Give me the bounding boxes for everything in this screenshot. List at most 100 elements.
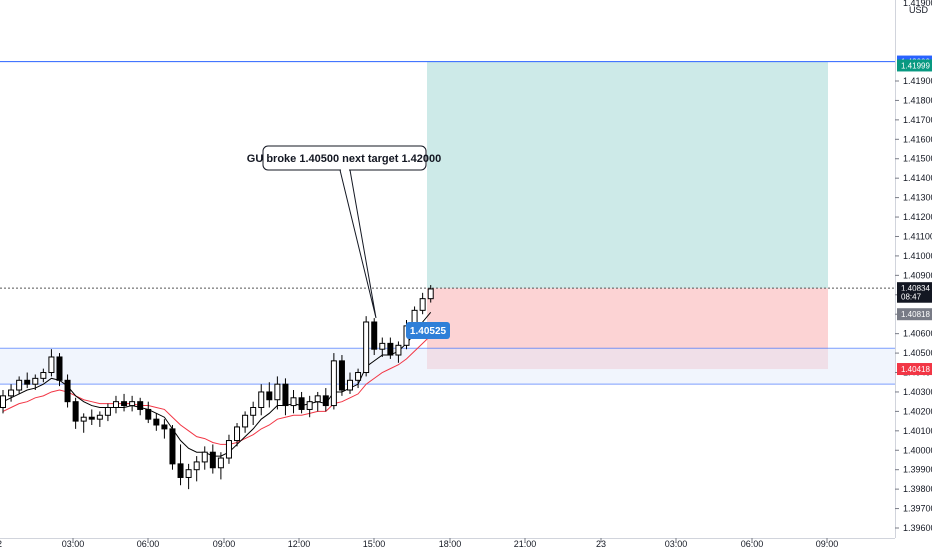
- time-tick-label: 18:00: [439, 539, 462, 549]
- time-tick: 09:00: [213, 538, 235, 549]
- candle[interactable]: [129, 395, 136, 412]
- candle-body-down: [88, 416, 95, 420]
- candle[interactable]: [266, 382, 273, 408]
- time-tick: 06:00: [741, 538, 764, 549]
- candle[interactable]: [427, 285, 434, 303]
- candle[interactable]: [298, 391, 305, 414]
- candle[interactable]: [217, 452, 224, 480]
- candle[interactable]: [209, 444, 216, 474]
- candle[interactable]: [282, 378, 289, 416]
- price-callout[interactable]: 1.40525: [406, 322, 450, 339]
- time-tick-label: 03:00: [62, 539, 85, 549]
- time-tick-label: 06:00: [741, 539, 764, 549]
- ema-slow-line[interactable]: [2, 335, 432, 445]
- candle-body-up: [185, 469, 192, 478]
- candle-body-up: [250, 407, 257, 416]
- price-tag: 1.40418: [897, 363, 932, 376]
- candle[interactable]: [234, 423, 241, 447]
- candle[interactable]: [40, 368, 47, 383]
- candle[interactable]: [16, 376, 23, 394]
- candle[interactable]: [153, 413, 160, 431]
- candle[interactable]: [80, 413, 87, 433]
- candle-body-up: [129, 401, 136, 407]
- annotation-callout[interactable]: GU broke 1.40500 next target 1.42000: [247, 145, 441, 319]
- candle[interactable]: [306, 395, 313, 418]
- support-zone[interactable]: [0, 348, 895, 385]
- candle[interactable]: [137, 397, 144, 416]
- candle[interactable]: [104, 403, 111, 422]
- candle[interactable]: [56, 353, 63, 387]
- candle[interactable]: [64, 374, 71, 408]
- candle[interactable]: [161, 419, 168, 439]
- candle[interactable]: [177, 444, 184, 486]
- price-axis[interactable]: 1.41900 1.41800 1.41700 1.41600 1.41500 1.414…: [895, 0, 932, 538]
- candle[interactable]: [258, 384, 265, 416]
- time-tick-label: 09:00: [816, 539, 839, 549]
- candle[interactable]: [363, 316, 370, 377]
- price-tag-box: [897, 59, 932, 72]
- candle-body-up: [363, 321, 370, 374]
- candle[interactable]: [121, 393, 128, 412]
- price-tag-label: 1.40818: [901, 310, 930, 319]
- time-tick: 15:00: [363, 538, 385, 549]
- price-tick-label: 1.39700: [903, 504, 932, 514]
- candle-body-up: [314, 395, 321, 403]
- candle[interactable]: [290, 390, 297, 414]
- price-tick-label: 1.41000: [903, 251, 932, 261]
- candle[interactable]: [274, 376, 281, 410]
- candle[interactable]: [193, 456, 200, 482]
- candle[interactable]: [96, 411, 103, 427]
- time-axis[interactable]: 03:00 06:00 09:00 12:00 15:00 18:00 21:00 23 03:…: [0, 538, 895, 549]
- price-callout-text: 1.40525: [410, 326, 447, 337]
- candle-body-up: [234, 426, 241, 442]
- price-tick: 1.40300: [895, 387, 932, 397]
- candle[interactable]: [48, 349, 55, 377]
- time-tick: 23: [596, 538, 606, 549]
- candle[interactable]: [201, 446, 208, 470]
- ema-fast-line[interactable]: [2, 311, 432, 457]
- candle[interactable]: [387, 337, 394, 359]
- candle[interactable]: [112, 395, 119, 414]
- candle-body-down: [56, 356, 63, 381]
- candle[interactable]: [88, 409, 95, 425]
- zones: [0, 61, 895, 385]
- candle[interactable]: [330, 353, 337, 410]
- time-tick: 09:00: [816, 538, 839, 549]
- candle[interactable]: [24, 372, 31, 389]
- candle[interactable]: [379, 337, 386, 357]
- candle[interactable]: [338, 355, 345, 396]
- candle-body-up: [0, 395, 6, 409]
- candle[interactable]: [169, 424, 176, 470]
- candle[interactable]: [72, 397, 79, 429]
- price-tick-label: 1.40300: [903, 387, 932, 397]
- candle[interactable]: [8, 384, 15, 402]
- candle[interactable]: [145, 401, 152, 424]
- candle[interactable]: [419, 292, 426, 315]
- time-axis-ticks: 03:00 06:00 09:00 12:00 15:00 18:00 21:00 23 03:…: [62, 538, 839, 549]
- candle[interactable]: [355, 368, 362, 389]
- candle-body-up: [40, 372, 47, 379]
- candle[interactable]: [185, 463, 192, 490]
- target-zone[interactable]: [427, 61, 828, 289]
- candle[interactable]: [347, 372, 354, 394]
- candle[interactable]: [32, 374, 39, 391]
- price-tick-label: 1.41800: [903, 95, 932, 105]
- price-tick-label: 1.39800: [903, 484, 932, 494]
- candle-body-up: [16, 379, 23, 391]
- price-tick-label: 1.40000: [903, 445, 932, 455]
- candle-body-down: [177, 463, 184, 478]
- candle[interactable]: [395, 341, 402, 363]
- candle[interactable]: [242, 411, 249, 433]
- candle-body-down: [266, 391, 273, 401]
- candle-body-down: [121, 401, 128, 407]
- candle[interactable]: [0, 390, 6, 414]
- price-tick-label: 1.40600: [903, 329, 932, 339]
- candle[interactable]: [225, 434, 232, 464]
- candle[interactable]: [314, 391, 321, 412]
- time-tick-label: 12:00: [288, 539, 311, 549]
- candle-body-up: [355, 372, 362, 381]
- candle[interactable]: [371, 318, 378, 356]
- candle[interactable]: [250, 401, 257, 425]
- candle[interactable]: [322, 388, 329, 412]
